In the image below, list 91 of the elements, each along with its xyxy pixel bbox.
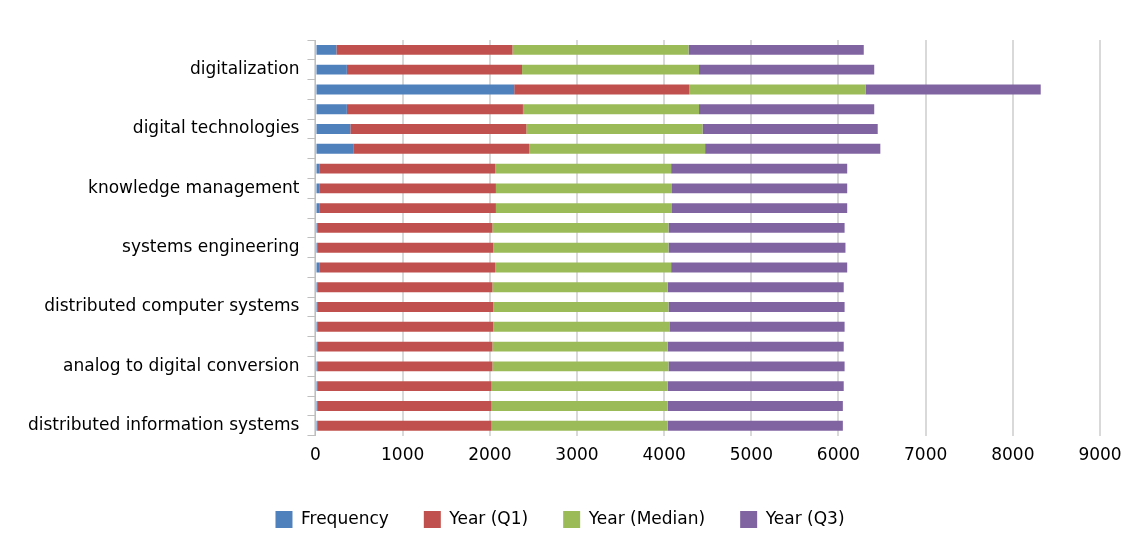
bar bbox=[492, 361, 669, 372]
bar bbox=[493, 321, 670, 332]
bar bbox=[317, 341, 493, 352]
bar bbox=[699, 104, 875, 115]
bar bbox=[317, 321, 494, 332]
x-tick-label: 4000 bbox=[642, 444, 686, 465]
legend-label: Year (Q3) bbox=[764, 507, 845, 528]
bar bbox=[492, 222, 669, 233]
bar bbox=[667, 420, 843, 431]
bar bbox=[353, 143, 530, 154]
bar bbox=[689, 84, 866, 95]
bar bbox=[493, 302, 669, 312]
bar bbox=[671, 262, 848, 273]
bar bbox=[668, 302, 845, 312]
x-tick-label: 7000 bbox=[904, 444, 948, 465]
bar bbox=[319, 262, 496, 273]
bar bbox=[672, 203, 848, 214]
bar bbox=[668, 242, 846, 253]
bar bbox=[495, 183, 672, 194]
bar bbox=[336, 44, 513, 55]
x-tick-label: 9000 bbox=[1078, 444, 1122, 465]
bar bbox=[316, 124, 351, 134]
bar bbox=[688, 44, 864, 55]
bar bbox=[350, 124, 527, 134]
bar bbox=[316, 44, 337, 55]
bar bbox=[668, 361, 845, 372]
y-tick-label: distributed computer systems bbox=[44, 295, 300, 316]
x-tick-label: 3000 bbox=[555, 444, 599, 465]
legend-label: Year (Median) bbox=[587, 507, 706, 528]
bar bbox=[495, 163, 672, 174]
bar bbox=[672, 183, 848, 194]
bar bbox=[522, 104, 700, 115]
x-tick-label: 5000 bbox=[729, 444, 773, 465]
bar bbox=[512, 44, 689, 55]
bar bbox=[529, 143, 706, 154]
bar bbox=[493, 242, 669, 253]
bar bbox=[316, 262, 320, 273]
bar bbox=[491, 400, 668, 411]
legend-label: Frequency bbox=[300, 507, 389, 528]
bar bbox=[667, 400, 843, 411]
bar bbox=[317, 381, 492, 392]
y-tick-label: digital technologies bbox=[132, 117, 300, 138]
bar bbox=[865, 84, 1041, 95]
bar bbox=[316, 163, 320, 174]
bar bbox=[491, 420, 668, 431]
bar bbox=[514, 84, 690, 95]
bar bbox=[316, 64, 347, 75]
bar bbox=[319, 203, 496, 214]
bar bbox=[317, 282, 493, 293]
y-tick-label: distributed information systems bbox=[28, 414, 300, 435]
bar bbox=[346, 64, 523, 75]
bar bbox=[699, 64, 875, 75]
bar bbox=[522, 64, 700, 75]
bar bbox=[317, 242, 494, 253]
bar bbox=[316, 143, 354, 154]
bar bbox=[316, 183, 320, 194]
bar bbox=[667, 282, 844, 293]
bar bbox=[316, 203, 320, 214]
bar bbox=[316, 84, 515, 95]
bar bbox=[669, 321, 845, 332]
bar bbox=[667, 381, 844, 392]
x-tick-label: 0 bbox=[310, 444, 321, 465]
y-tick-label: analog to digital conversion bbox=[63, 354, 300, 375]
bar bbox=[705, 143, 881, 154]
bar bbox=[317, 222, 493, 233]
x-tick-label: 1000 bbox=[381, 444, 425, 465]
bar bbox=[319, 183, 496, 194]
bar bbox=[702, 124, 878, 134]
bar bbox=[495, 262, 672, 273]
bar bbox=[492, 282, 668, 293]
bar bbox=[495, 203, 672, 214]
bar bbox=[317, 361, 493, 372]
legend-label: Year (Q1) bbox=[448, 507, 529, 528]
bar bbox=[667, 341, 844, 352]
bar bbox=[492, 341, 668, 352]
bar bbox=[491, 381, 668, 392]
bar bbox=[317, 420, 492, 431]
bar bbox=[526, 124, 703, 134]
x-tick-label: 2000 bbox=[468, 444, 512, 465]
bar bbox=[346, 104, 523, 115]
bar bbox=[317, 400, 492, 411]
x-tick-label: 6000 bbox=[816, 444, 861, 465]
y-tick-label: systems engineering bbox=[122, 236, 300, 257]
bar bbox=[316, 104, 347, 115]
bar bbox=[317, 302, 494, 312]
bar bbox=[319, 163, 496, 174]
bar bbox=[671, 163, 848, 174]
y-tick-label: digitalization bbox=[190, 58, 300, 79]
x-tick-label: 8000 bbox=[991, 444, 1035, 465]
y-tick-label: knowledge management bbox=[88, 176, 300, 197]
bar bbox=[668, 222, 845, 233]
